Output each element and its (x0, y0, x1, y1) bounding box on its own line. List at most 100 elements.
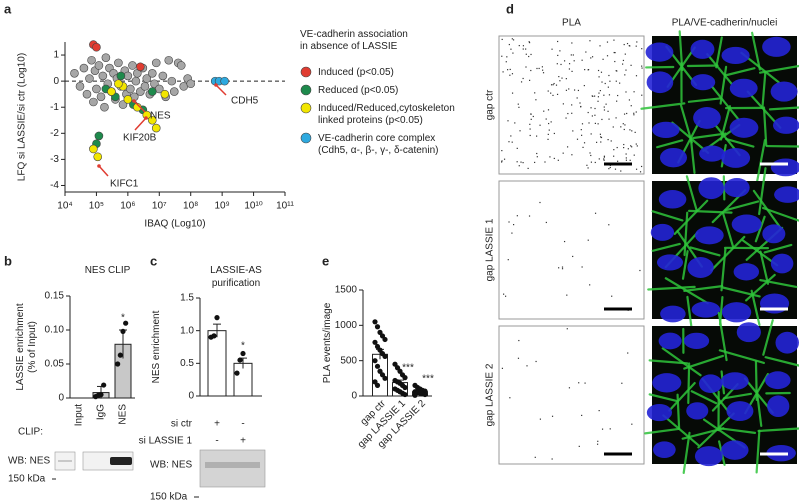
pla-image (498, 325, 645, 465)
pla-dot (562, 152, 564, 154)
nucleus (650, 223, 675, 241)
data-point (382, 336, 388, 343)
pla-dot (566, 328, 568, 330)
pla-dot (631, 423, 633, 425)
pla-dot (603, 159, 605, 161)
y-tick-label: 500 (340, 355, 357, 366)
data-point (374, 324, 381, 330)
pla-dot (580, 105, 582, 108)
pla-dot (522, 45, 525, 47)
pla-dot (625, 153, 627, 155)
pla-dot (535, 99, 537, 101)
pla-dot (594, 161, 596, 164)
pla-dot (517, 103, 519, 105)
pla-dot (506, 56, 508, 58)
pla-dot (635, 75, 638, 77)
condition-mark: + (240, 436, 246, 447)
data-point (85, 74, 94, 83)
y-tick-label: 0.15 (45, 291, 65, 302)
pla-dot (596, 443, 599, 445)
junction (722, 392, 752, 400)
pla-dot (598, 158, 600, 160)
pla-dot (601, 81, 603, 83)
pla-dot (545, 221, 547, 224)
pla-dot (522, 162, 524, 164)
data-point (114, 79, 123, 89)
data-point (89, 144, 98, 154)
nucleus (774, 186, 799, 203)
data-point (402, 384, 408, 391)
pla-dot (636, 41, 638, 43)
y-tick-label: 0 (53, 76, 59, 87)
junction (662, 414, 700, 447)
pla-dot (530, 118, 532, 120)
image-frame (498, 180, 645, 320)
junction (644, 427, 680, 435)
pla-dot (553, 157, 555, 160)
pla-dot (505, 61, 507, 63)
pla-dot (634, 131, 636, 133)
pla-dot (555, 84, 558, 86)
pla-dot (536, 67, 538, 70)
pla-dot (545, 118, 547, 120)
pla-dot (516, 147, 518, 149)
data-point (114, 58, 123, 68)
pla-dot (552, 84, 554, 86)
junction (723, 67, 756, 77)
pla-dot (588, 122, 590, 124)
pla-dot (548, 122, 550, 125)
pla-dot (631, 130, 633, 132)
x-tick-label: Input (74, 404, 85, 426)
pla-dot (514, 122, 516, 124)
legend-swatch (300, 102, 312, 114)
pla-dot (509, 397, 511, 399)
pla-dot (501, 367, 504, 369)
pla-dot (603, 156, 605, 158)
pla-dot (512, 224, 515, 226)
junction (687, 97, 723, 103)
junction (648, 359, 689, 365)
pla-dot (529, 79, 531, 81)
pla-dot (626, 42, 629, 45)
pla-dot (556, 93, 559, 96)
pla-dot (623, 128, 625, 131)
pla-dot (625, 91, 627, 93)
y-tick-label: 0 (58, 393, 64, 404)
pla-dot (633, 91, 635, 93)
x-tick-label: 10⁵ (89, 201, 104, 212)
pla-dot (609, 80, 611, 82)
condition-mark: + (214, 419, 220, 430)
pla-dot (599, 133, 601, 135)
pla-dot (567, 112, 569, 115)
junction (690, 390, 718, 405)
data-point (176, 61, 186, 70)
data-point (94, 61, 104, 70)
pla-dot (511, 38, 513, 40)
nucleus (731, 214, 762, 234)
junction (761, 70, 767, 110)
nucleus (694, 446, 723, 467)
pla-dot (532, 115, 534, 118)
blot-band (205, 462, 260, 468)
junction (697, 412, 735, 449)
nucleus (726, 401, 754, 422)
pla-dot (626, 112, 628, 115)
data-point (148, 87, 157, 96)
pla-dot (630, 145, 632, 147)
legend-swatch (300, 84, 312, 96)
pla-image (498, 180, 645, 320)
y-tick-label: 1.5 (180, 293, 194, 304)
data-point (126, 84, 135, 94)
pla-dot (507, 259, 509, 261)
annotation-arrow (134, 117, 147, 131)
nucleus (646, 71, 674, 94)
data-point (79, 63, 89, 73)
nucleus (770, 81, 798, 102)
pla-dot (613, 39, 615, 41)
pla-dot (589, 152, 591, 154)
data-point (158, 71, 168, 81)
nucleus (659, 147, 687, 168)
pla-dot (570, 54, 572, 56)
pla-dot (510, 135, 512, 137)
